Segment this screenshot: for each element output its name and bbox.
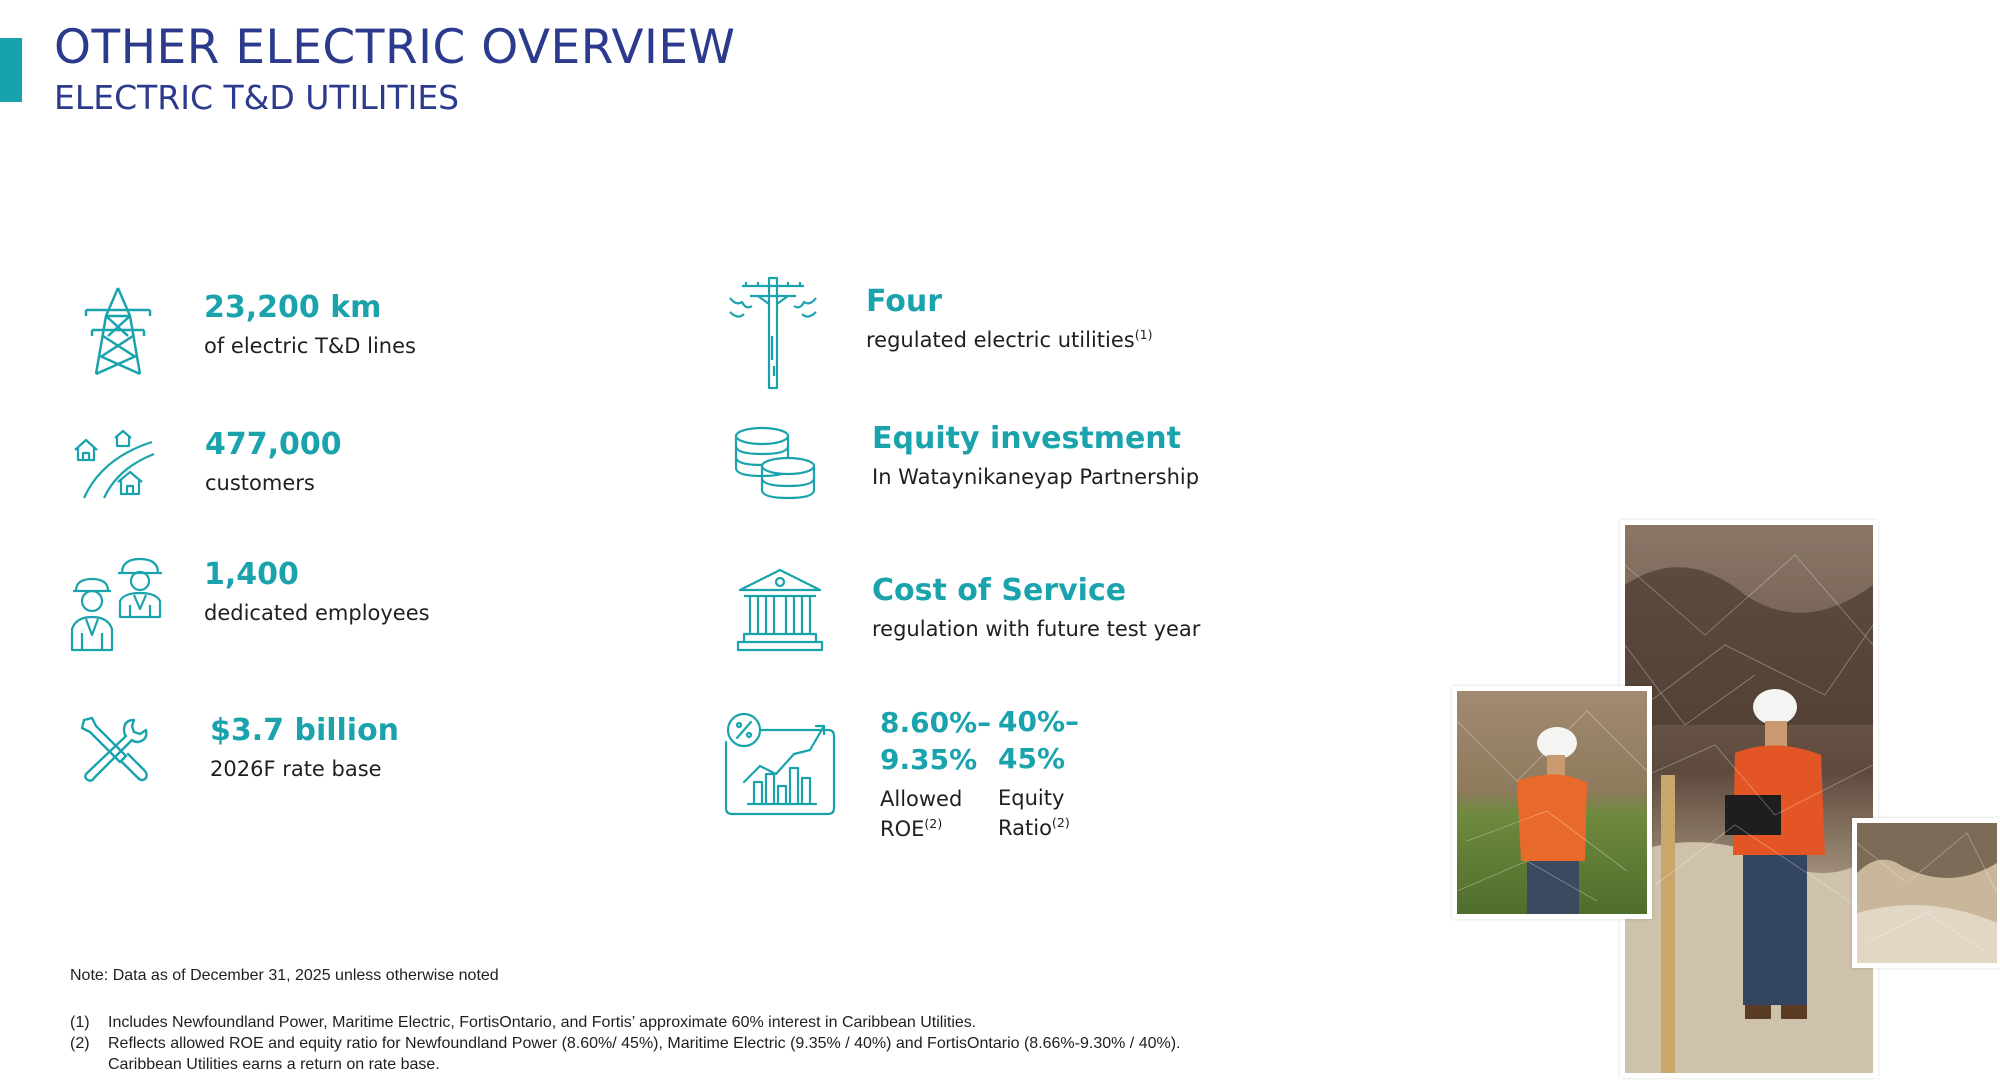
stat-value: Equity investment	[872, 421, 1181, 456]
stat-value: 477,000	[205, 427, 342, 462]
photo-worker-tablet	[1620, 520, 1878, 1078]
stat-description: regulation with future test year	[872, 616, 1201, 641]
equity-label-line1: Equity	[998, 786, 1065, 810]
equity-label: Equity Ratio(2)	[998, 783, 1079, 843]
growth-chart-percent-icon	[724, 712, 836, 816]
stat-customers: 477,000 customers	[205, 427, 342, 495]
stat-description: 2026F rate base	[210, 756, 382, 781]
government-building-icon	[736, 568, 824, 652]
ratio-equity: 40%– 45% Equity Ratio(2)	[998, 703, 1079, 843]
stat-value: 23,200 km	[204, 290, 382, 325]
stat-description: customers	[205, 470, 315, 495]
footnote-text-line2: Caribbean Utilities earns a return on ra…	[108, 1056, 440, 1073]
footnote-text: Includes Newfoundland Power, Maritime El…	[108, 1014, 977, 1031]
accent-bar	[0, 38, 22, 102]
stat-value: Four	[866, 284, 943, 319]
equity-label-line2: Ratio	[998, 816, 1052, 840]
stat-value: Cost of Service	[872, 573, 1127, 608]
footnote-ref: (2)	[924, 816, 943, 831]
roe-value-line1: 8.60%–	[880, 706, 992, 739]
equity-value-line1: 40%–	[998, 705, 1080, 738]
footnote-2: (2) Reflects allowed ROE and equity rati…	[70, 1033, 1308, 1075]
equity-value-line2: 45%	[998, 742, 1066, 775]
stat-description: of electric T&D lines	[204, 333, 416, 358]
stat-value: 1,400	[204, 557, 299, 592]
roe-label-line2: ROE	[880, 817, 925, 841]
footnotes: (1) Includes Newfoundland Power, Maritim…	[70, 1012, 1308, 1075]
data-note: Note: Data as of December 31, 2025 unles…	[70, 967, 499, 984]
footnote-ref: (1)	[1134, 326, 1153, 342]
stat-description: regulated electric utilities(1)	[866, 328, 1153, 352]
stat-value: $3.7 billion	[210, 713, 400, 748]
stat-rate-base: $3.7 billion 2026F rate base	[210, 713, 400, 781]
stat-cost-of-service: Cost of Service regulation with future t…	[872, 573, 1201, 641]
footnote-number: (2)	[70, 1035, 90, 1052]
workers-icon	[68, 555, 168, 652]
page-title: OTHER ELECTRIC OVERVIEW	[54, 20, 736, 75]
houses-road-icon	[72, 428, 156, 500]
stat-lines: 23,200 km of electric T&D lines	[204, 290, 416, 358]
utility-pole-icon	[728, 276, 818, 390]
stat-equity-investment: Equity investment In Wataynikaneyap Part…	[872, 421, 1200, 489]
footnote-number: (1)	[70, 1014, 90, 1031]
photo-terrain	[1852, 818, 2000, 968]
photo-worker-field	[1452, 686, 1652, 919]
stat-utilities: Four regulated electric utilities(1)	[866, 284, 1153, 352]
footnote-1: (1) Includes Newfoundland Power, Maritim…	[70, 1012, 1308, 1033]
footnote-text-line1: Reflects allowed ROE and equity ratio fo…	[108, 1035, 1181, 1052]
ratio-allowed-roe: 8.60%– 9.35% Allowed ROE(2)	[880, 704, 991, 844]
roe-value-line2: 9.35%	[880, 743, 978, 776]
footnote-ref: (2)	[1051, 815, 1070, 830]
wrench-screwdriver-icon	[80, 716, 148, 784]
stat-description: In Wataynikaneyap Partnership	[872, 464, 1200, 489]
stat-employees: 1,400 dedicated employees	[204, 557, 430, 625]
roe-label: Allowed ROE(2)	[880, 784, 991, 844]
stat-description: dedicated employees	[204, 600, 430, 625]
footnote-text: Reflects allowed ROE and equity ratio fo…	[108, 1033, 1308, 1075]
transmission-tower-icon	[82, 286, 154, 376]
stat-description-text: regulated electric utilities	[866, 327, 1135, 352]
roe-label-line1: Allowed	[880, 787, 963, 811]
coins-stack-icon	[732, 426, 818, 500]
page-subtitle: ELECTRIC T&D UTILITIES	[54, 78, 460, 117]
